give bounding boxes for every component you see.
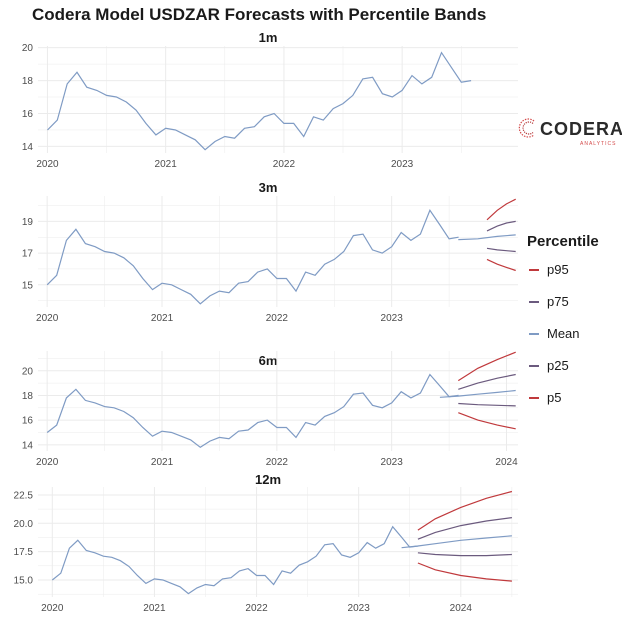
- history-line: [47, 51, 472, 151]
- x-tick-label: 2021: [151, 457, 174, 468]
- forecast-line-p25: [486, 247, 516, 253]
- forecast-line-p25: [417, 552, 512, 557]
- x-tick-label: 2023: [381, 457, 404, 468]
- legend: Percentile p95 p75 Mean p25 p5: [527, 233, 617, 423]
- x-tick-label: 2023: [381, 313, 404, 324]
- logo-name: CODERA: [540, 119, 622, 139]
- x-tick-label: 2021: [143, 603, 166, 614]
- forecast-line-p75: [417, 517, 512, 540]
- y-tick-label: 14: [22, 440, 34, 451]
- legend-item-p95: p95: [527, 262, 617, 295]
- forecast-line-mean: [458, 234, 516, 241]
- legend-swatch-mean: [529, 333, 539, 335]
- x-tick-label: 2023: [348, 603, 371, 614]
- legend-item-mean: Mean: [527, 326, 617, 359]
- history-line: [46, 373, 459, 449]
- legend-label-p95: p95: [547, 262, 569, 277]
- y-tick-label: 16: [22, 416, 34, 427]
- forecast-line-mean: [401, 535, 512, 549]
- facet-title: 1m: [259, 30, 278, 45]
- x-tick-label: 2020: [36, 457, 59, 468]
- x-tick-label: 2022: [266, 457, 289, 468]
- y-tick-label: 20.0: [14, 519, 34, 530]
- codera-logo: CODERA ANALYTICS: [518, 116, 622, 152]
- legend-swatch-p25: [529, 365, 539, 367]
- legend-swatch-p5: [529, 397, 539, 399]
- forecast-line-p5: [486, 258, 516, 272]
- legend-item-p25: p25: [527, 358, 617, 391]
- forecast-line-p75: [486, 220, 516, 232]
- x-tick-label: 2021: [155, 159, 178, 170]
- codera-logo-icon: [518, 118, 535, 138]
- y-tick-label: 17: [22, 249, 34, 260]
- facet-title: 6m: [259, 353, 278, 368]
- legend-label-p5: p5: [547, 390, 562, 405]
- facet-3: 12m 2020 2021 2022 2023 2024 15.0 17.5 20.0 22.5: [14, 472, 518, 614]
- facet-0: 1m 2020 2021 2022 2023 14 16 18 20: [22, 30, 518, 170]
- x-tick-label: 2023: [391, 159, 414, 170]
- legend-item-p5: p5: [527, 390, 617, 423]
- history-line: [46, 209, 459, 305]
- y-tick-label: 15.0: [14, 575, 34, 586]
- legend-item-p75: p75: [527, 294, 617, 327]
- y-tick-label: 15: [22, 280, 34, 291]
- x-tick-label: 2022: [273, 159, 296, 170]
- legend-label-p25: p25: [547, 358, 569, 373]
- history-line: [51, 525, 419, 595]
- x-tick-label: 2021: [151, 313, 174, 324]
- y-tick-label: 19: [22, 217, 34, 228]
- forecast-line-p95: [486, 198, 516, 221]
- forecast-line-p5: [417, 562, 512, 582]
- chart-title: Codera Model USDZAR Forecasts with Perce…: [32, 5, 487, 24]
- y-tick-label: 22.5: [14, 490, 34, 501]
- forecast-line-mean: [439, 389, 516, 398]
- y-tick-label: 18: [22, 391, 34, 402]
- x-tick-label: 2022: [266, 313, 289, 324]
- x-tick-label: 2022: [245, 603, 268, 614]
- forecast-line-p5: [458, 412, 516, 430]
- facet-title: 3m: [259, 180, 278, 195]
- forecast-line-p95: [457, 351, 516, 382]
- y-tick-label: 17.5: [14, 547, 34, 558]
- facet-2: 6m 2020 2021 2022 2023 2024 14 16 18 20: [22, 351, 518, 468]
- y-tick-label: 16: [22, 109, 34, 120]
- legend-label-p75: p75: [547, 294, 569, 309]
- y-tick-label: 14: [22, 142, 34, 153]
- legend-swatch-p75: [529, 301, 539, 303]
- legend-swatch-p95: [529, 269, 539, 271]
- facet-1: 3m 2020 2021 2022 2023 15 17 19: [22, 180, 518, 324]
- forecast-line-p75: [458, 373, 516, 390]
- x-tick-label: 2024: [450, 603, 473, 614]
- legend-label-mean: Mean: [547, 326, 580, 341]
- x-tick-label: 2020: [36, 313, 59, 324]
- y-tick-label: 18: [22, 76, 34, 87]
- logo-subtitle: ANALYTICS: [580, 141, 617, 147]
- legend-title: Percentile: [527, 233, 599, 250]
- y-tick-label: 20: [22, 43, 34, 54]
- forecast-line-p25: [458, 402, 516, 407]
- facet-title: 12m: [255, 472, 281, 487]
- x-tick-label: 2020: [36, 159, 59, 170]
- x-tick-label: 2020: [41, 603, 64, 614]
- x-tick-label: 2024: [495, 457, 518, 468]
- forecast-line-p95: [417, 490, 513, 531]
- y-tick-label: 20: [22, 366, 34, 377]
